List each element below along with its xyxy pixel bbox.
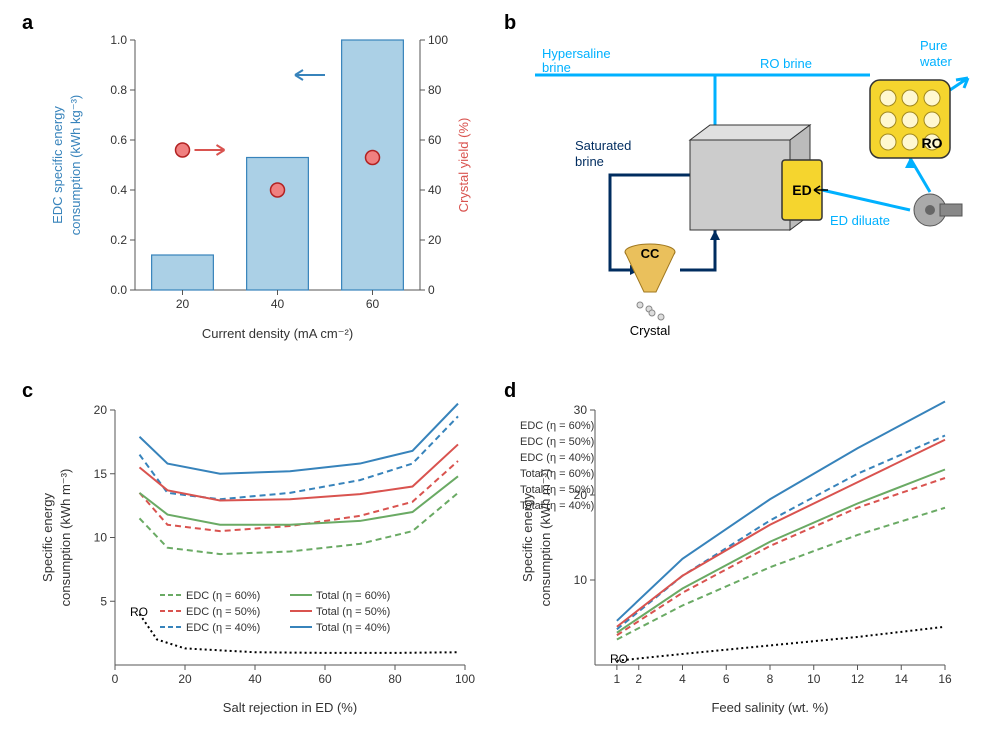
svg-text:10: 10 xyxy=(574,573,588,587)
svg-text:80: 80 xyxy=(428,83,442,97)
svg-text:EDC (η = 60%): EDC (η = 60%) xyxy=(520,420,594,432)
svg-text:Total (η = 50%): Total (η = 50%) xyxy=(520,484,594,496)
svg-text:EDC (η = 60%): EDC (η = 60%) xyxy=(186,590,260,602)
panel-label-c: c xyxy=(22,380,33,403)
svg-text:14: 14 xyxy=(895,672,909,686)
svg-text:Feed salinity (wt. %): Feed salinity (wt. %) xyxy=(711,700,828,715)
svg-text:6: 6 xyxy=(723,672,730,686)
svg-text:Total (η = 50%): Total (η = 50%) xyxy=(316,606,390,618)
svg-text:ED: ED xyxy=(792,182,811,198)
svg-text:Crystal yield (%): Crystal yield (%) xyxy=(456,118,471,213)
svg-text:16: 16 xyxy=(938,672,952,686)
svg-text:80: 80 xyxy=(388,672,402,686)
svg-text:100: 100 xyxy=(455,672,475,686)
svg-text:60: 60 xyxy=(318,672,332,686)
svg-text:0.4: 0.4 xyxy=(110,183,127,197)
svg-text:0: 0 xyxy=(428,283,435,297)
svg-text:2: 2 xyxy=(635,672,642,686)
svg-text:consumption (kWh kg⁻³): consumption (kWh kg⁻³) xyxy=(68,95,83,236)
svg-text:EDC (η = 50%): EDC (η = 50%) xyxy=(520,436,594,448)
svg-text:0.8: 0.8 xyxy=(110,83,127,97)
svg-text:Specific energy: Specific energy xyxy=(40,493,55,582)
svg-text:30: 30 xyxy=(574,403,588,417)
svg-text:Salt rejection in ED (%): Salt rejection in ED (%) xyxy=(223,700,357,715)
svg-text:20: 20 xyxy=(428,233,442,247)
svg-text:brine: brine xyxy=(542,60,571,75)
svg-text:Saturated: Saturated xyxy=(575,138,631,153)
svg-text:4: 4 xyxy=(679,672,686,686)
svg-text:0.2: 0.2 xyxy=(110,233,127,247)
svg-text:8: 8 xyxy=(767,672,774,686)
svg-text:EDC specific energy: EDC specific energy xyxy=(50,106,65,224)
svg-text:40: 40 xyxy=(428,183,442,197)
svg-text:40: 40 xyxy=(248,672,262,686)
panel-d-chart: 1246810121416102030ROFeed salinity (wt. … xyxy=(520,390,960,720)
svg-text:Total (η = 60%): Total (η = 60%) xyxy=(316,590,390,602)
svg-text:1: 1 xyxy=(614,672,621,686)
svg-text:Pure: Pure xyxy=(920,38,947,53)
svg-text:100: 100 xyxy=(428,33,448,47)
svg-text:CC: CC xyxy=(641,246,660,261)
panel-label-a: a xyxy=(22,12,33,35)
svg-text:RO: RO xyxy=(610,652,628,666)
panel-a-chart: 0.0 0.2 0.4 0.6 0.8 1.0 0 20 40 60 80 100 20 40 60 Curr… xyxy=(40,20,480,350)
svg-text:EDC (η = 40%): EDC (η = 40%) xyxy=(520,452,594,464)
svg-text:0.0: 0.0 xyxy=(110,283,127,297)
svg-text:water: water xyxy=(919,54,952,69)
svg-text:1.0: 1.0 xyxy=(110,33,127,47)
svg-text:EDC (η = 50%): EDC (η = 50%) xyxy=(186,606,260,618)
svg-text:10: 10 xyxy=(94,531,108,545)
svg-text:0.6: 0.6 xyxy=(110,133,127,147)
svg-text:consumption (kWh m⁻³): consumption (kWh m⁻³) xyxy=(58,469,73,607)
svg-text:60: 60 xyxy=(428,133,442,147)
svg-text:RO brine: RO brine xyxy=(760,56,812,71)
svg-text:10: 10 xyxy=(807,672,821,686)
panel-label-b: b xyxy=(504,12,516,35)
svg-text:Total (η = 40%): Total (η = 40%) xyxy=(316,622,390,634)
svg-text:40: 40 xyxy=(271,297,285,311)
svg-text:12: 12 xyxy=(851,672,865,686)
svg-text:ED diluate: ED diluate xyxy=(830,213,890,228)
svg-text:RO: RO xyxy=(130,605,148,619)
svg-text:Crystal: Crystal xyxy=(630,323,671,338)
svg-text:brine: brine xyxy=(575,154,604,169)
svg-text:60: 60 xyxy=(366,297,380,311)
panel-label-d: d xyxy=(504,380,516,403)
svg-text:Hypersaline: Hypersaline xyxy=(542,46,611,61)
panel-b-diagram: HypersalinebrineRO brineSaturatedbrineED… xyxy=(520,20,970,350)
svg-text:RO: RO xyxy=(922,135,943,151)
panel-c-chart: 0 20 40 60 80 100 5 10 15 20 RO Salt rejection in E… xyxy=(40,390,480,720)
svg-text:15: 15 xyxy=(94,467,108,481)
svg-text:0: 0 xyxy=(112,672,119,686)
svg-text:Total (η = 60%): Total (η = 60%) xyxy=(520,468,594,480)
svg-text:Current density (mA cm⁻²): Current density (mA cm⁻²) xyxy=(202,326,353,341)
svg-text:Total (η = 40%): Total (η = 40%) xyxy=(520,500,594,512)
svg-text:EDC (η = 40%): EDC (η = 40%) xyxy=(186,622,260,634)
svg-text:20: 20 xyxy=(178,672,192,686)
svg-text:20: 20 xyxy=(176,297,190,311)
svg-text:20: 20 xyxy=(94,403,108,417)
svg-text:5: 5 xyxy=(100,594,107,608)
